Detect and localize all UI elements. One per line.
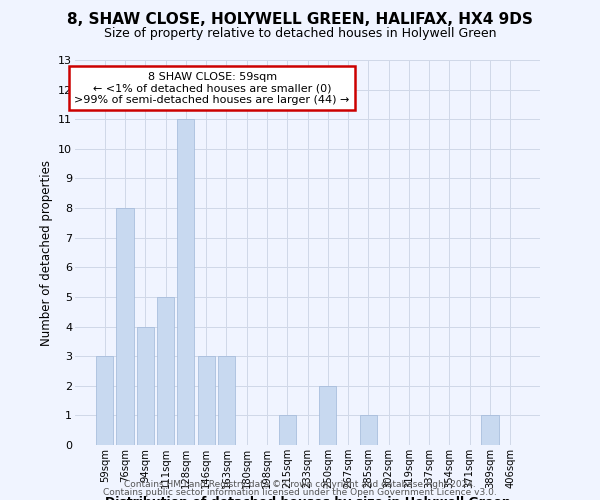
Bar — [116, 208, 134, 445]
Bar — [96, 356, 113, 445]
Bar — [360, 416, 377, 445]
Bar — [137, 326, 154, 445]
Bar — [481, 416, 499, 445]
Text: 8 SHAW CLOSE: 59sqm
← <1% of detached houses are smaller (0)
>99% of semi-detach: 8 SHAW CLOSE: 59sqm ← <1% of detached ho… — [74, 72, 350, 105]
Y-axis label: Number of detached properties: Number of detached properties — [40, 160, 53, 346]
Text: Contains HM Land Registry data © Crown copyright and database right 2024.: Contains HM Land Registry data © Crown c… — [124, 480, 476, 489]
Bar — [218, 356, 235, 445]
Text: Contains public sector information licensed under the Open Government Licence v3: Contains public sector information licen… — [103, 488, 497, 497]
Bar — [177, 119, 194, 445]
Bar — [278, 416, 296, 445]
Bar — [197, 356, 215, 445]
Bar — [319, 386, 337, 445]
Text: 8, SHAW CLOSE, HOLYWELL GREEN, HALIFAX, HX4 9DS: 8, SHAW CLOSE, HOLYWELL GREEN, HALIFAX, … — [67, 12, 533, 28]
X-axis label: Distribution of detached houses by size in Holywell Green: Distribution of detached houses by size … — [104, 496, 511, 500]
Bar — [157, 297, 174, 445]
Text: Size of property relative to detached houses in Holywell Green: Size of property relative to detached ho… — [104, 28, 496, 40]
